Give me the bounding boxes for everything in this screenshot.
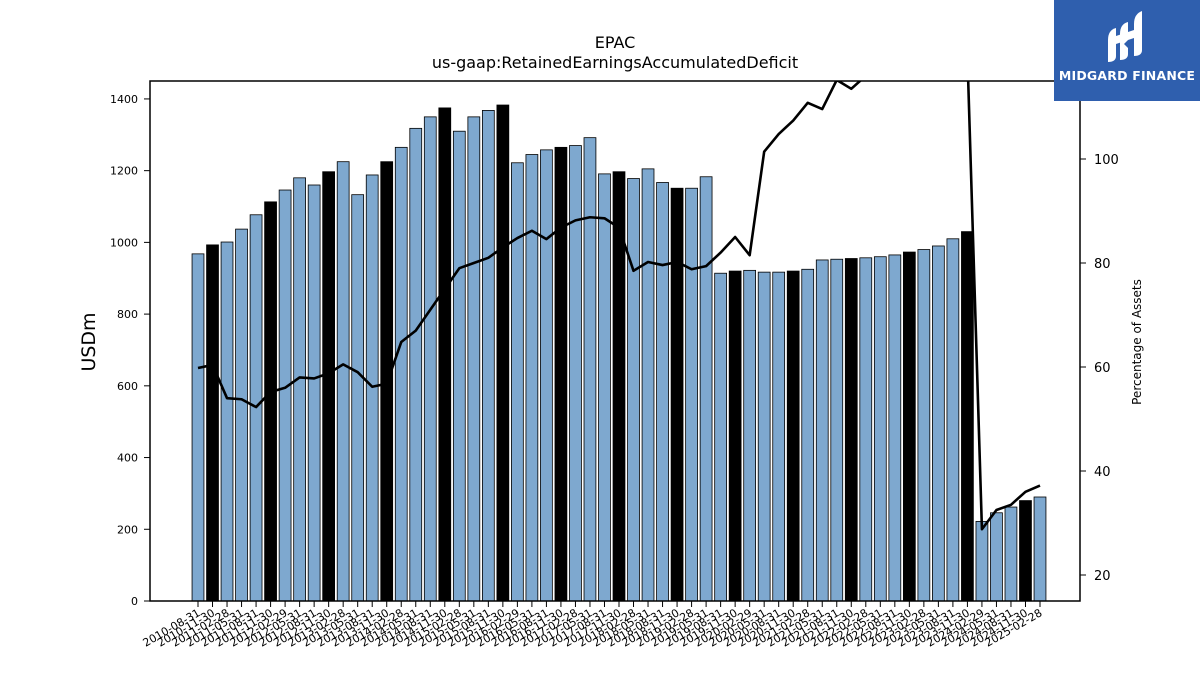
y-tick-label: 1200 <box>110 165 138 178</box>
brand-logo: MIDGARD FINANCE <box>1054 0 1200 101</box>
bar <box>743 269 757 602</box>
chart-title: EPAC <box>595 33 636 52</box>
bar <box>206 244 219 602</box>
bar <box>932 245 945 602</box>
y-tick-label: 1000 <box>110 236 138 249</box>
bar <box>322 171 336 602</box>
y-tick-label: 400 <box>117 452 138 465</box>
bar <box>278 189 292 602</box>
bar <box>656 182 669 602</box>
bar <box>1004 506 1018 602</box>
bar <box>1019 500 1032 602</box>
bar <box>873 256 887 602</box>
bar <box>946 238 960 602</box>
bar <box>917 249 931 602</box>
bar <box>583 137 597 602</box>
bar <box>670 187 684 602</box>
bar <box>496 104 510 602</box>
bar <box>423 116 437 602</box>
y-tick-label: 600 <box>117 380 138 393</box>
chart-subtitle: us-gaap:RetainedEarningsAccumulatedDefic… <box>432 53 798 72</box>
y2-tick-label: 100 <box>1094 153 1119 168</box>
percentage-line <box>197 81 1041 531</box>
bar <box>990 512 1003 602</box>
bar <box>728 270 742 602</box>
bar <box>307 184 321 602</box>
bar <box>220 241 234 602</box>
y2-tick-label: 60 <box>1094 361 1111 376</box>
bar <box>394 146 408 602</box>
brand-name: MIDGARD FINANCE <box>1058 68 1196 83</box>
bar <box>961 231 974 602</box>
bar <box>1033 496 1047 602</box>
bar <box>844 258 858 602</box>
bar <box>293 177 306 602</box>
y-tick-label: 1400 <box>110 93 138 106</box>
bar <box>467 116 481 602</box>
bar <box>786 270 800 602</box>
y-axis-label: USDm <box>78 312 100 371</box>
y-tick-label: 800 <box>117 308 138 321</box>
bar <box>452 130 466 602</box>
bar <box>336 161 350 602</box>
bar <box>438 107 452 602</box>
bar <box>627 178 640 602</box>
bar <box>511 162 524 602</box>
bar <box>641 168 655 602</box>
bar <box>714 272 727 602</box>
bar <box>264 201 277 602</box>
bar <box>598 173 611 602</box>
y2-tick-label: 40 <box>1094 465 1111 480</box>
bar <box>830 258 844 602</box>
bar <box>757 271 771 602</box>
y2-tick-label: 20 <box>1094 569 1111 584</box>
bar <box>540 149 553 602</box>
bar <box>772 271 786 602</box>
bar <box>902 251 916 602</box>
bar <box>888 254 902 602</box>
bar <box>351 194 365 602</box>
bar <box>525 154 539 602</box>
y-tick-label: 200 <box>117 523 138 536</box>
bar <box>191 253 205 602</box>
bar <box>481 110 495 602</box>
bar <box>815 259 829 602</box>
bar <box>975 520 989 602</box>
bar <box>685 187 698 602</box>
plot-frame <box>149 80 1081 602</box>
bar <box>409 127 423 602</box>
bar <box>569 145 582 602</box>
bar <box>859 257 873 602</box>
y2-axis-label: Percentage of Assets <box>1130 279 1144 405</box>
bar <box>699 176 713 602</box>
bar <box>801 268 815 602</box>
y2-tick-label: 80 <box>1094 257 1111 272</box>
bar <box>554 146 568 602</box>
y-tick-label: 0 <box>131 595 138 608</box>
brand-mark-icon <box>1108 11 1142 62</box>
bar <box>235 228 248 602</box>
